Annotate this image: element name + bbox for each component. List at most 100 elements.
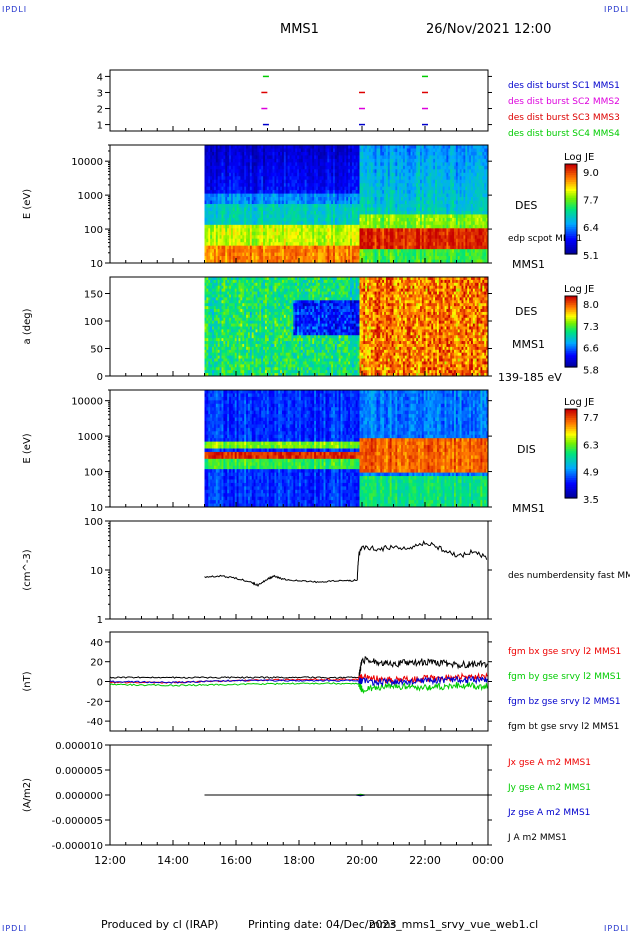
des-energy-spectrogram-cell	[346, 210, 349, 215]
des-energy-spectrogram-cell	[431, 176, 434, 181]
des-energy-spectrogram-cell	[278, 186, 281, 191]
des-energy-spectrogram-cell	[385, 210, 389, 215]
des-energy-spectrogram-cell	[219, 214, 222, 219]
des-energy-spectrogram-cell	[448, 217, 451, 222]
des-energy-spectrogram-cell	[340, 235, 343, 240]
des-energy-spectrogram-cell	[350, 165, 353, 170]
des-energy-spectrogram-cell	[357, 204, 360, 208]
des-energy-spectrogram-cell	[463, 204, 466, 208]
des-energy-spectrogram-cell	[221, 162, 224, 167]
des-energy-spectrogram-cell	[438, 217, 442, 222]
des-energy-spectrogram-cell	[255, 245, 258, 250]
des-energy-spectrogram-cell	[314, 235, 317, 240]
des-energy-spectrogram-cell	[206, 197, 209, 201]
des-energy-spectrogram-cell	[382, 214, 385, 219]
des-energy-spectrogram-cell	[384, 162, 387, 167]
des-energy-spectrogram-cell	[425, 193, 428, 198]
des-energy-spectrogram-cell	[289, 145, 292, 149]
des-energy-spectrogram-cell	[370, 165, 374, 170]
des-energy-spectrogram-cell	[399, 214, 402, 219]
des-energy-spectrogram-cell	[272, 179, 275, 184]
des-energy-spectrogram-cell	[446, 200, 449, 205]
des-energy-spectrogram-cell	[329, 200, 332, 205]
des-energy-spectrogram-cell	[283, 224, 287, 229]
des-energy-spectrogram-cell	[467, 169, 470, 174]
des-energy-spectrogram-cell	[427, 158, 430, 163]
des-energy-spectrogram-cell	[314, 186, 317, 191]
des-energy-spectrogram-cell	[453, 256, 457, 260]
des-energy-spectrogram-cell	[350, 155, 353, 160]
des-energy-spectrogram-cell	[302, 224, 306, 229]
des-energy-spectrogram-cell	[359, 200, 362, 205]
des-energy-spectrogram-cell	[300, 204, 304, 208]
des-energy-spectrogram-cell	[308, 190, 311, 194]
des-energy-spectrogram-cell	[263, 176, 266, 181]
des-energy-spectrogram-cell	[429, 204, 432, 208]
des-energy-spectrogram-cell	[418, 158, 421, 163]
des-energy-spectrogram-cell	[249, 207, 253, 212]
des-energy-spectrogram-cell	[234, 183, 238, 188]
des-energy-spectrogram-cell	[204, 256, 207, 260]
des-energy-spectrogram-cell	[376, 214, 379, 219]
des-energy-spectrogram-cell	[421, 200, 425, 205]
des-energy-spectrogram-cell	[351, 193, 355, 198]
des-energy-spectrogram-cell	[423, 190, 427, 194]
des-energy-spectrogram-cell	[268, 172, 272, 177]
des-energy-spectrogram-cell	[389, 221, 393, 226]
des-energy-spectrogram-cell	[291, 204, 294, 208]
des-energy-spectrogram-cell	[435, 148, 438, 153]
des-energy-spectrogram-cell	[410, 207, 413, 212]
des-energy-spectrogram-cell	[210, 186, 213, 191]
des-energy-spectrogram-cell	[334, 249, 338, 253]
des-energy-spectrogram-cell	[278, 165, 281, 170]
des-energy-spectrogram-cell	[365, 214, 368, 219]
des-energy-spectrogram-cell	[314, 158, 317, 163]
des-energy-spectrogram-cell	[247, 259, 251, 264]
des-energy-spectrogram-cell	[453, 214, 457, 219]
des-energy-spectrogram-cell	[465, 210, 468, 215]
des-energy-spectrogram-cell	[365, 165, 368, 170]
des-energy-spectrogram-cell	[467, 165, 470, 170]
des-energy-spectrogram-cell	[295, 231, 298, 236]
des-energy-spectrogram-cell	[232, 151, 236, 156]
des-energy-spectrogram-cell	[317, 252, 321, 257]
des-energy-spectrogram-cell	[418, 200, 421, 205]
des-energy-spectrogram-cell	[295, 148, 298, 153]
des-energy-spectrogram-cell	[397, 214, 400, 219]
des-energy-spectrogram-cell	[350, 151, 353, 156]
des-energy-spectrogram-cell	[268, 242, 272, 247]
des-energy-spectrogram-cell	[336, 200, 340, 205]
des-energy-spectrogram-cell	[321, 217, 324, 222]
des-energy-spectrogram-cell	[351, 214, 355, 219]
des-energy-spectrogram-cell	[329, 165, 332, 170]
des-energy-spectrogram-cell	[247, 172, 251, 177]
des-energy-spectrogram-cell	[452, 145, 455, 149]
des-energy-spectrogram-cell	[408, 221, 411, 226]
des-energy-spectrogram-cell	[469, 210, 472, 215]
des-energy-spectrogram-cell	[391, 186, 394, 191]
des-energy-spectrogram-cell	[247, 231, 251, 236]
des-energy-spectrogram-cell	[317, 193, 321, 198]
des-energy-spectrogram-cell	[304, 197, 307, 201]
des-energy-spectrogram-cell	[427, 179, 430, 184]
des-energy-spectrogram-cell	[438, 221, 442, 226]
des-energy-spectrogram-cell	[232, 228, 236, 233]
des-energy-spectrogram-cell	[404, 252, 408, 257]
des-energy-spectrogram-cell	[206, 169, 209, 174]
des-energy-spectrogram-cell	[412, 190, 415, 194]
des-energy-spectrogram-cell	[213, 186, 217, 191]
des-energy-spectrogram-cell	[429, 249, 432, 253]
des-energy-spectrogram-cell	[314, 197, 317, 201]
des-energy-spectrogram-cell	[370, 228, 374, 233]
des-energy-spectrogram-cell	[436, 172, 440, 177]
des-energy-spectrogram-cell	[421, 238, 425, 243]
des-energy-spectrogram-cell	[461, 242, 464, 247]
des-energy-spectrogram-cell	[433, 193, 436, 198]
des-energy-spectrogram-cell	[300, 193, 304, 198]
des-energy-spectrogram-cell	[306, 256, 309, 260]
des-energy-spectrogram-cell	[476, 217, 479, 222]
des-energy-spectrogram-cell	[338, 186, 341, 191]
des-energy-spectrogram-cell	[289, 176, 292, 181]
des-energy-spectrogram-cell	[308, 183, 311, 188]
des-energy-spectrogram-cell	[450, 231, 453, 236]
